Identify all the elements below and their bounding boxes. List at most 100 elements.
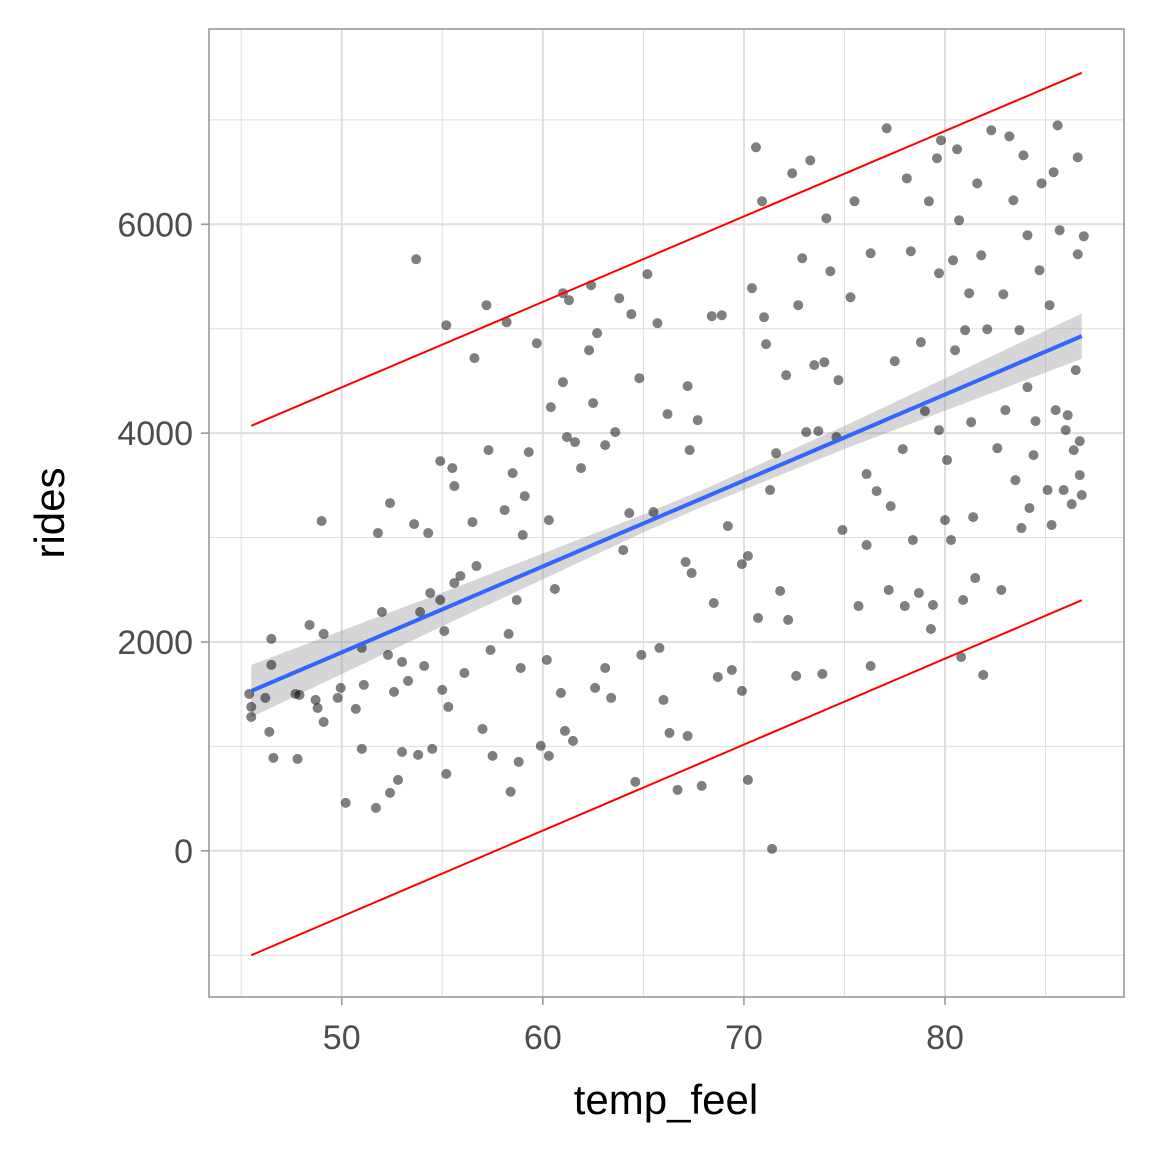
data-point bbox=[543, 515, 554, 526]
x-tick-label: 50 bbox=[323, 1019, 361, 1057]
data-point bbox=[940, 515, 951, 526]
data-point bbox=[736, 559, 747, 570]
lines bbox=[250, 71, 1083, 957]
data-point bbox=[266, 633, 277, 644]
data-point bbox=[722, 521, 733, 532]
data-point bbox=[750, 142, 761, 153]
data-point bbox=[696, 780, 707, 791]
data-point bbox=[1030, 416, 1041, 427]
data-point bbox=[684, 445, 695, 456]
data-point bbox=[505, 786, 516, 797]
data-point bbox=[686, 568, 697, 579]
data-point bbox=[682, 381, 693, 392]
data-point bbox=[626, 309, 637, 320]
data-point bbox=[1022, 382, 1033, 393]
data-point bbox=[992, 443, 1003, 454]
x-tick-label: 60 bbox=[524, 1019, 562, 1057]
data-point bbox=[793, 300, 804, 311]
data-point bbox=[435, 456, 446, 467]
data-point bbox=[370, 802, 381, 813]
data-point bbox=[559, 725, 570, 736]
prediction-lower-line bbox=[250, 599, 1083, 957]
data-point bbox=[246, 701, 257, 712]
data-point bbox=[264, 726, 275, 737]
data-point bbox=[382, 649, 393, 660]
data-point bbox=[397, 746, 408, 757]
data-point bbox=[570, 437, 580, 448]
data-point bbox=[477, 723, 488, 734]
data-point bbox=[736, 685, 747, 696]
data-point bbox=[471, 561, 482, 572]
x-axis-title: temp_feel bbox=[574, 1076, 758, 1123]
data-point bbox=[543, 750, 554, 761]
data-point bbox=[952, 144, 963, 155]
data-point bbox=[447, 463, 458, 474]
data-point bbox=[606, 692, 617, 703]
data-point bbox=[592, 328, 603, 339]
data-point bbox=[312, 702, 323, 713]
data-point bbox=[825, 266, 836, 277]
data-point bbox=[507, 468, 518, 479]
data-point bbox=[797, 253, 808, 264]
data-point bbox=[970, 573, 981, 584]
data-point bbox=[1062, 410, 1073, 421]
data-point bbox=[801, 427, 812, 438]
data-point bbox=[861, 540, 872, 551]
data-point bbox=[469, 353, 480, 364]
data-point bbox=[409, 519, 420, 530]
data-point bbox=[372, 528, 383, 539]
data-point bbox=[513, 756, 524, 767]
data-point bbox=[672, 784, 683, 795]
data-point bbox=[919, 406, 930, 417]
data-point bbox=[1072, 249, 1083, 260]
data-point bbox=[503, 628, 514, 639]
data-point bbox=[905, 246, 916, 257]
data-point bbox=[610, 427, 621, 438]
data-point bbox=[853, 601, 864, 612]
data-point bbox=[332, 692, 343, 703]
data-point bbox=[680, 556, 691, 567]
x-tick-label: 70 bbox=[725, 1019, 763, 1057]
data-point bbox=[809, 360, 820, 371]
x-axis: 50 60 70 80 bbox=[323, 997, 964, 1057]
data-point bbox=[358, 679, 369, 690]
data-point bbox=[1078, 231, 1089, 242]
data-point bbox=[411, 254, 422, 265]
data-point bbox=[590, 682, 601, 693]
y-axis-title: rides bbox=[26, 467, 73, 558]
data-point bbox=[618, 545, 629, 556]
data-point bbox=[266, 659, 277, 670]
data-point bbox=[942, 455, 953, 466]
data-point bbox=[449, 577, 460, 588]
data-point bbox=[682, 730, 693, 741]
data-point bbox=[1074, 470, 1085, 481]
data-point bbox=[441, 320, 452, 331]
data-point bbox=[443, 701, 454, 712]
data-point bbox=[960, 325, 971, 336]
data-point bbox=[849, 196, 860, 207]
data-point bbox=[1050, 405, 1061, 416]
data-point bbox=[310, 694, 321, 705]
data-point bbox=[630, 776, 641, 787]
data-point bbox=[501, 317, 512, 328]
data-point bbox=[340, 797, 351, 808]
data-point bbox=[1072, 152, 1083, 163]
data-point bbox=[757, 196, 768, 207]
data-point bbox=[958, 594, 969, 605]
data-point bbox=[925, 624, 936, 635]
data-point bbox=[588, 398, 599, 409]
data-point bbox=[1052, 120, 1063, 131]
data-point bbox=[389, 686, 400, 697]
data-point bbox=[708, 598, 719, 609]
data-point bbox=[437, 684, 448, 695]
data-point bbox=[561, 432, 572, 443]
data-point bbox=[805, 155, 816, 166]
data-point bbox=[1054, 225, 1065, 236]
data-point bbox=[335, 682, 346, 693]
data-point bbox=[425, 587, 436, 598]
data-point bbox=[1014, 325, 1025, 336]
data-point bbox=[954, 215, 965, 226]
data-point bbox=[557, 377, 568, 388]
